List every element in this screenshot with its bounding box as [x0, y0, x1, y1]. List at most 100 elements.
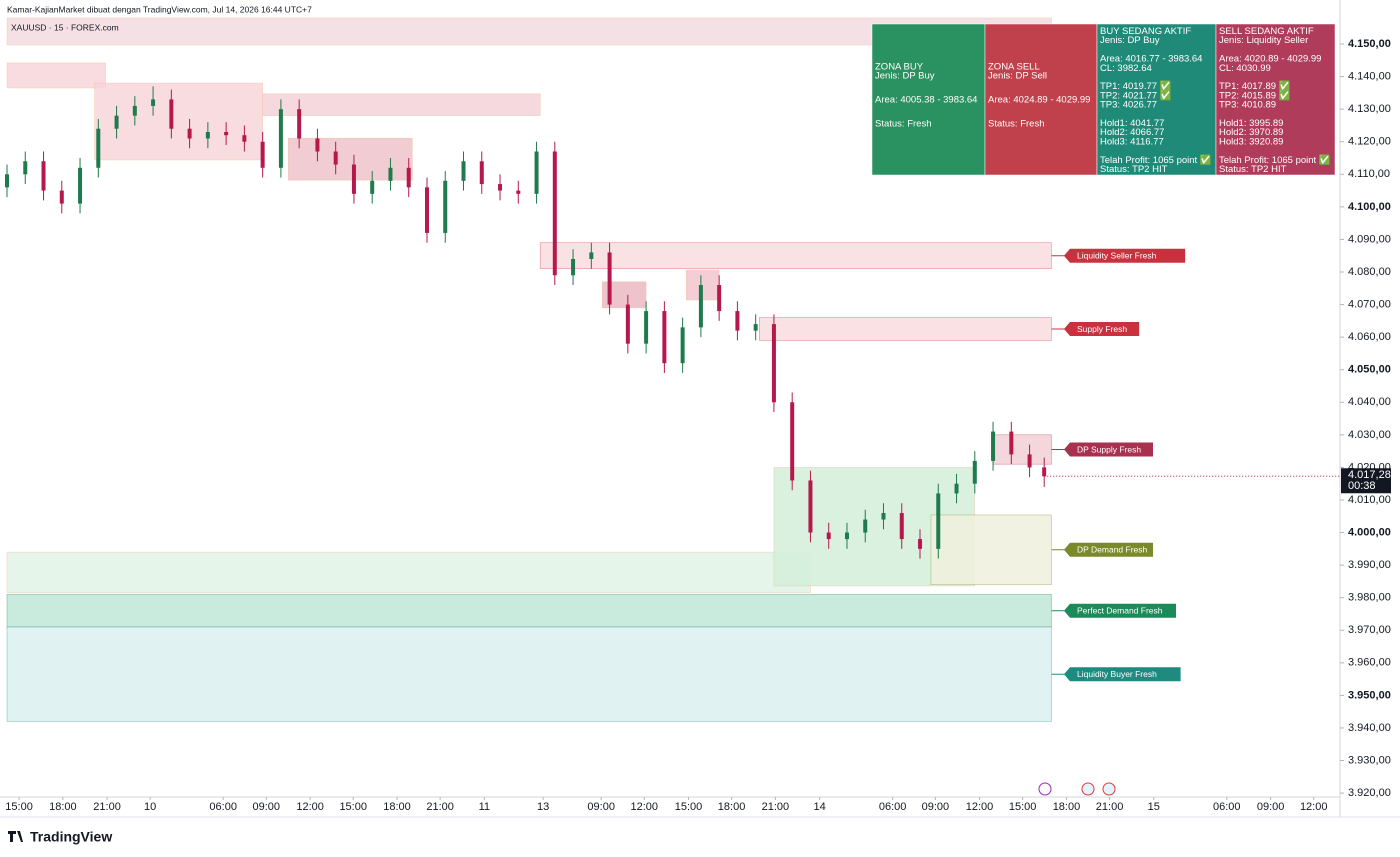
panel-text: Status: TP2 HIT — [1100, 164, 1168, 175]
y-tick-label: 4.100,00 — [1348, 201, 1391, 213]
x-tick-label: 18:00 — [49, 801, 77, 813]
candle-body — [571, 258, 576, 276]
logo — [8, 831, 23, 842]
event-icon[interactable] — [1038, 782, 1052, 796]
info-panel — [871, 23, 986, 176]
candle-body — [534, 151, 539, 194]
panel-text: TP1: 4019.77 ✅ — [1100, 80, 1172, 92]
x-tick-label: 09:00 — [922, 801, 950, 813]
panel-text: Area: 4020.89 - 4029.99 — [1219, 54, 1321, 65]
panel-text: Hold1: 4041.77 — [1100, 118, 1164, 129]
panel-text: BUY SEDANG AKTIF — [1100, 26, 1191, 37]
panel-text: TP3: 4010.89 — [1219, 100, 1276, 111]
candle-body — [863, 519, 868, 533]
panel-text: ZONA BUY — [875, 61, 924, 72]
panel-text: TP3: 4026.77 — [1100, 100, 1157, 111]
x-tick-label: 15:00 — [5, 801, 33, 813]
panel-text: Area: 4016.77 - 3983.64 — [1100, 54, 1202, 65]
x-tick-label: 10 — [144, 801, 156, 813]
panel-text: Jenis: DP Buy — [1100, 35, 1160, 46]
panel-text: Hold1: 3995.89 — [1219, 118, 1283, 129]
candle-body — [59, 190, 64, 204]
candle-body — [351, 164, 356, 194]
x-tick-label: 09:00 — [253, 801, 281, 813]
event-icon[interactable] — [1102, 782, 1116, 796]
y-tick-label: 4.080,00 — [1348, 266, 1391, 278]
zone — [287, 137, 413, 181]
panel-text: TP2: 4021.77 ✅ — [1100, 89, 1172, 101]
x-tick-label: 06:00 — [209, 801, 237, 813]
candle-body — [644, 311, 649, 344]
panel-text: CL: 3982.64 — [1100, 63, 1152, 74]
x-tick-label: 21:00 — [1096, 801, 1124, 813]
panel-text: Jenis: DP Buy — [875, 71, 935, 82]
panel-text: Jenis: Liquidity Seller — [1219, 35, 1308, 46]
y-tick-label: 3.990,00 — [1348, 559, 1391, 571]
y-tick-label: 4.060,00 — [1348, 331, 1391, 343]
y-tick-label: 4.000,00 — [1348, 526, 1391, 538]
x-tick-label: 09:00 — [587, 801, 615, 813]
candle-body — [5, 174, 9, 188]
symbol: XAUUSD · 15 · FOREX.com — [11, 22, 119, 32]
candle-body — [808, 480, 813, 533]
zone — [94, 82, 263, 161]
event-icon[interactable] — [1081, 782, 1095, 796]
candle-body — [589, 252, 594, 259]
candle-body — [498, 184, 503, 191]
candle-body — [936, 493, 941, 549]
zone-tag — [1064, 442, 1153, 457]
panel-text: Status: TP2 HIT — [1219, 164, 1287, 175]
candle-body — [260, 141, 265, 168]
panel-text: TP2: 4015.89 ✅ — [1219, 89, 1291, 101]
candle-body — [1027, 454, 1032, 468]
panel-text: ZONA SELL — [988, 61, 1040, 72]
panel-text: Hold3: 4116.77 — [1100, 136, 1164, 147]
candle-body — [406, 167, 411, 188]
candle-body — [278, 109, 283, 168]
zone — [930, 514, 1052, 585]
zone — [992, 434, 1052, 465]
candle-body — [698, 285, 703, 328]
last-price-label: 4.017,28 — [1348, 469, 1391, 481]
x-tick-label: 15:00 — [339, 801, 367, 813]
candle-body — [972, 460, 977, 484]
y-tick-label: 3.950,00 — [1348, 689, 1391, 701]
candle-body — [826, 532, 831, 540]
candle-body — [607, 252, 612, 305]
y-tick-label: 4.090,00 — [1348, 233, 1391, 245]
candle-body — [151, 99, 156, 106]
candle-body — [735, 311, 740, 331]
y-tick-label: 3.980,00 — [1348, 592, 1391, 604]
candle-body — [424, 187, 429, 233]
zone-tag-label: Perfect Demand Fresh — [1077, 605, 1163, 615]
candle-body — [132, 105, 137, 116]
zone-tag — [1064, 248, 1186, 263]
panel-text: Area: 4024.89 - 4029.99 — [988, 95, 1090, 106]
panel-text: Telah Profit: 1065 point ✅ — [1219, 154, 1331, 166]
candle-body — [954, 483, 959, 494]
y-tick-label: 4.030,00 — [1348, 429, 1391, 441]
candle-body — [625, 304, 630, 344]
candle-body — [918, 539, 923, 549]
x-tick-label: 15:00 — [1009, 801, 1037, 813]
brand: TradingView — [30, 829, 112, 845]
zone — [759, 317, 1052, 341]
candle-body — [1042, 467, 1047, 477]
y-tick-label: 4.140,00 — [1348, 71, 1391, 83]
zone-tag-label: Liquidity Seller Fresh — [1077, 250, 1157, 260]
x-tick-label: 18:00 — [383, 801, 411, 813]
zone — [6, 62, 106, 89]
candle-body — [881, 513, 886, 520]
panel-text: SELL SEDANG AKTIF — [1219, 26, 1314, 37]
candle-body — [114, 115, 119, 129]
candle-body — [443, 180, 448, 233]
candle-body — [388, 167, 393, 181]
panel-text: Hold3: 3920.89 — [1219, 136, 1283, 147]
y-tick-label: 4.120,00 — [1348, 136, 1391, 148]
candle-body — [297, 109, 302, 139]
candle-body — [844, 532, 849, 540]
info-panel — [1096, 23, 1217, 176]
candle-body — [790, 402, 795, 481]
x-tick-label: 18:00 — [718, 801, 746, 813]
y-tick-label: 4.010,00 — [1348, 494, 1391, 506]
